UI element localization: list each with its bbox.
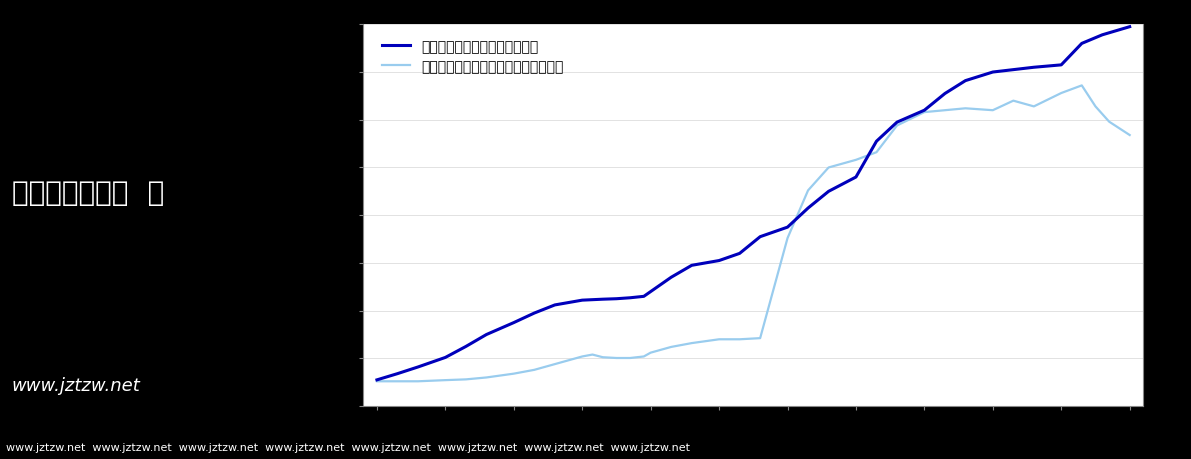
Text: 中国价值投资网  最: 中国价值投资网 最 [12,179,164,207]
Text: www.jztzw.net: www.jztzw.net [12,376,141,395]
Text: www.jztzw.net  www.jztzw.net  www.jztzw.net  www.jztzw.net  www.jztzw.net  www.j: www.jztzw.net www.jztzw.net www.jztzw.ne… [6,442,690,452]
Legend: 即时通信活跃帐号（左轴，亿）, 互联网增值包月付费帐号（右轴，亿）: 即时通信活跃帐号（左轴，亿）, 互联网增值包月付费帐号（右轴，亿） [378,36,568,78]
